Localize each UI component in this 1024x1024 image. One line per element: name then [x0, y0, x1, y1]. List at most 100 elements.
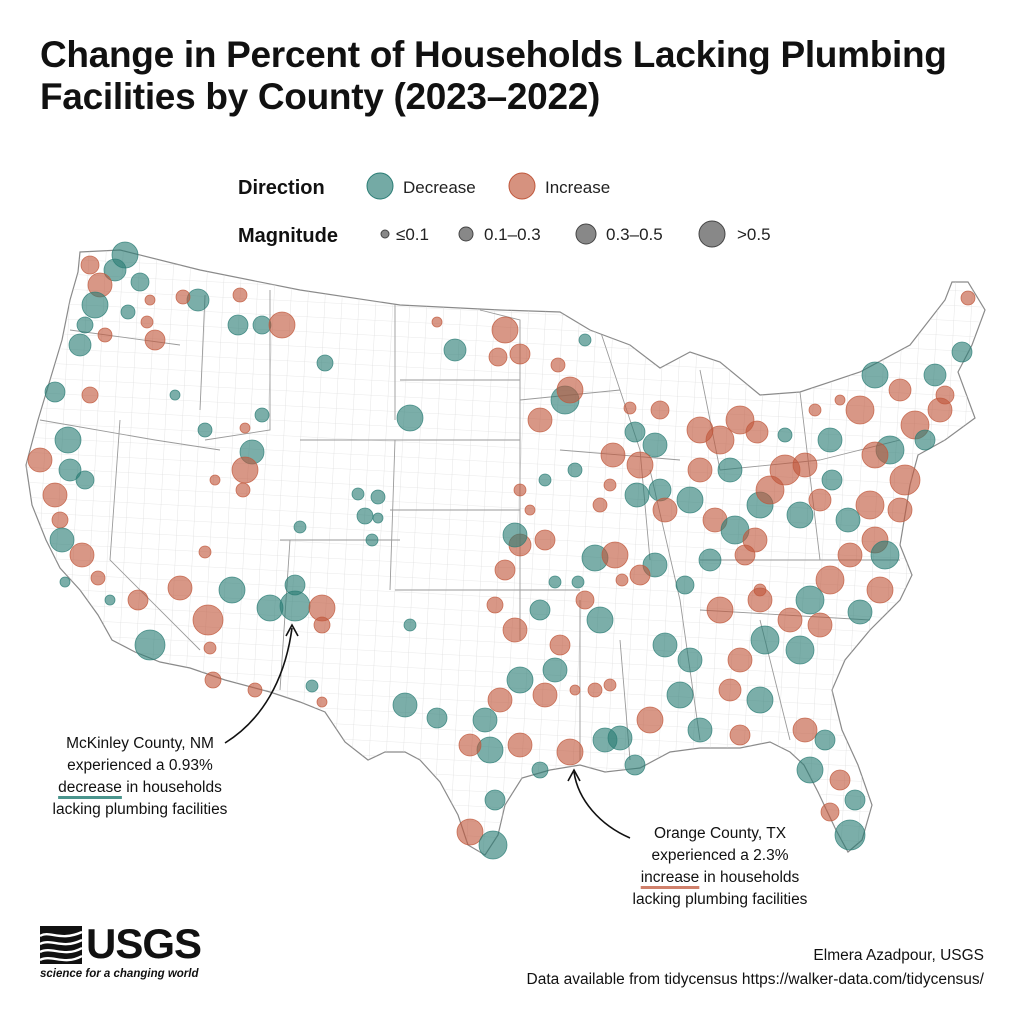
bubble-increase: [592, 497, 608, 513]
bubble-increase: [203, 641, 217, 655]
bubble-increase: [623, 401, 637, 415]
legend-magnitude-label-2: 0.1–0.3: [484, 225, 541, 244]
bubble-decrease: [502, 522, 528, 548]
bubble-decrease: [814, 729, 836, 751]
bubble-decrease: [351, 487, 365, 501]
bubble-increase: [887, 497, 913, 523]
legend-increase-swatch: [508, 172, 536, 200]
bubble-decrease: [403, 618, 417, 632]
bubble-increase: [51, 511, 69, 529]
bubble-decrease: [677, 647, 703, 673]
bubble-increase: [556, 376, 584, 404]
bubble-increase: [866, 576, 894, 604]
usgs-wave-icon: [40, 926, 82, 964]
bubble-decrease: [472, 707, 498, 733]
bubble-decrease: [861, 361, 889, 389]
bubble-decrease: [426, 707, 448, 729]
bubble-increase: [458, 733, 482, 757]
bubble-decrease: [316, 354, 334, 372]
bubble-increase: [727, 647, 753, 673]
bubble-increase: [808, 488, 832, 512]
credits: Elmera Azadpour, USGS Data available fro…: [527, 944, 984, 992]
annotation-mckinley-line1: McKinley County, NM: [66, 735, 214, 752]
annotation-mckinley: McKinley County, NM experienced a 0.93% …: [20, 733, 260, 821]
bubble-increase: [652, 497, 678, 523]
bubble-decrease: [81, 291, 109, 319]
annotation-orange-line3: increase in households: [596, 867, 844, 889]
bubble-decrease: [542, 657, 568, 683]
bubble-increase: [167, 575, 193, 601]
bubble-increase: [502, 617, 528, 643]
bubble-increase: [650, 400, 670, 420]
bubble-decrease: [821, 469, 843, 491]
bubble-increase: [556, 738, 584, 766]
bubble-increase: [69, 542, 95, 568]
bubble-increase: [829, 769, 851, 791]
bubble-increase: [80, 255, 100, 275]
bubble-increase: [488, 347, 508, 367]
bubble-increase: [706, 596, 734, 624]
annotation-orange: Orange County, TX experienced a 2.3% inc…: [596, 823, 844, 911]
bubble-increase: [247, 682, 263, 698]
annotation-mckinley-line3-rest: in households: [121, 779, 222, 796]
bubble-decrease: [624, 754, 646, 776]
bubble-increase: [97, 327, 113, 343]
legend-magnitude-swatch-3: [575, 223, 597, 245]
bubble-increase: [232, 287, 248, 303]
bubble-decrease: [284, 574, 306, 596]
bubble-decrease: [134, 629, 166, 661]
bubble-decrease: [484, 789, 506, 811]
legend-decrease-swatch: [366, 172, 394, 200]
bubble-decrease: [392, 692, 418, 718]
bubble-increase: [629, 564, 651, 586]
legend-magnitude-label-1: ≤0.1: [396, 225, 429, 244]
bubble-increase: [192, 604, 224, 636]
bubble-increase: [729, 724, 751, 746]
bubble-increase: [175, 289, 191, 305]
bubble-decrease: [578, 333, 592, 347]
bubble-increase: [549, 634, 571, 656]
bubble-increase: [855, 490, 885, 520]
bubble-decrease: [923, 363, 947, 387]
bubble-decrease: [529, 599, 551, 621]
bubble-decrease: [652, 632, 678, 658]
bubble-decrease: [844, 789, 866, 811]
bubble-increase: [603, 678, 617, 692]
bubble-increase: [861, 441, 889, 469]
bubble-increase: [834, 394, 846, 406]
annotation-arrows: [224, 623, 631, 839]
bubble-increase: [209, 474, 221, 486]
bubble-increase: [524, 504, 536, 516]
bubble-increase: [90, 570, 106, 586]
bubble-increase: [755, 475, 785, 505]
bubble-decrease: [676, 486, 704, 514]
bubble-decrease: [44, 381, 66, 403]
bubble-increase: [507, 732, 533, 758]
bubble-increase: [889, 464, 921, 496]
usgs-tagline: science for a changing world: [40, 968, 199, 980]
bubble-increase: [316, 696, 328, 708]
bubble-increase: [513, 483, 527, 497]
bubble-increase: [705, 425, 735, 455]
legend-increase-label: Increase: [545, 178, 610, 197]
bubble-decrease: [586, 606, 614, 634]
bubble-decrease: [624, 482, 650, 508]
bubble-increase: [534, 529, 556, 551]
bubble-decrease: [914, 429, 936, 451]
bubble-decrease: [648, 478, 672, 502]
annotation-mckinley-line3: decrease in households: [20, 777, 260, 799]
bubble-decrease: [68, 333, 92, 357]
bubble-decrease: [186, 288, 210, 312]
legend-magnitude-swatch-1: [380, 229, 390, 239]
bubble-decrease: [120, 304, 136, 320]
bubble-increase: [144, 329, 166, 351]
bubble-increase: [487, 687, 513, 713]
bubble-decrease: [305, 679, 319, 693]
arrow-mckinley-head: [285, 623, 299, 637]
bubble-decrease: [476, 736, 504, 764]
bubble-decrease: [279, 590, 311, 622]
bubble-decrease: [49, 527, 75, 553]
bubble-decrease: [169, 389, 181, 401]
usgs-wordmark: USGS: [86, 920, 202, 967]
